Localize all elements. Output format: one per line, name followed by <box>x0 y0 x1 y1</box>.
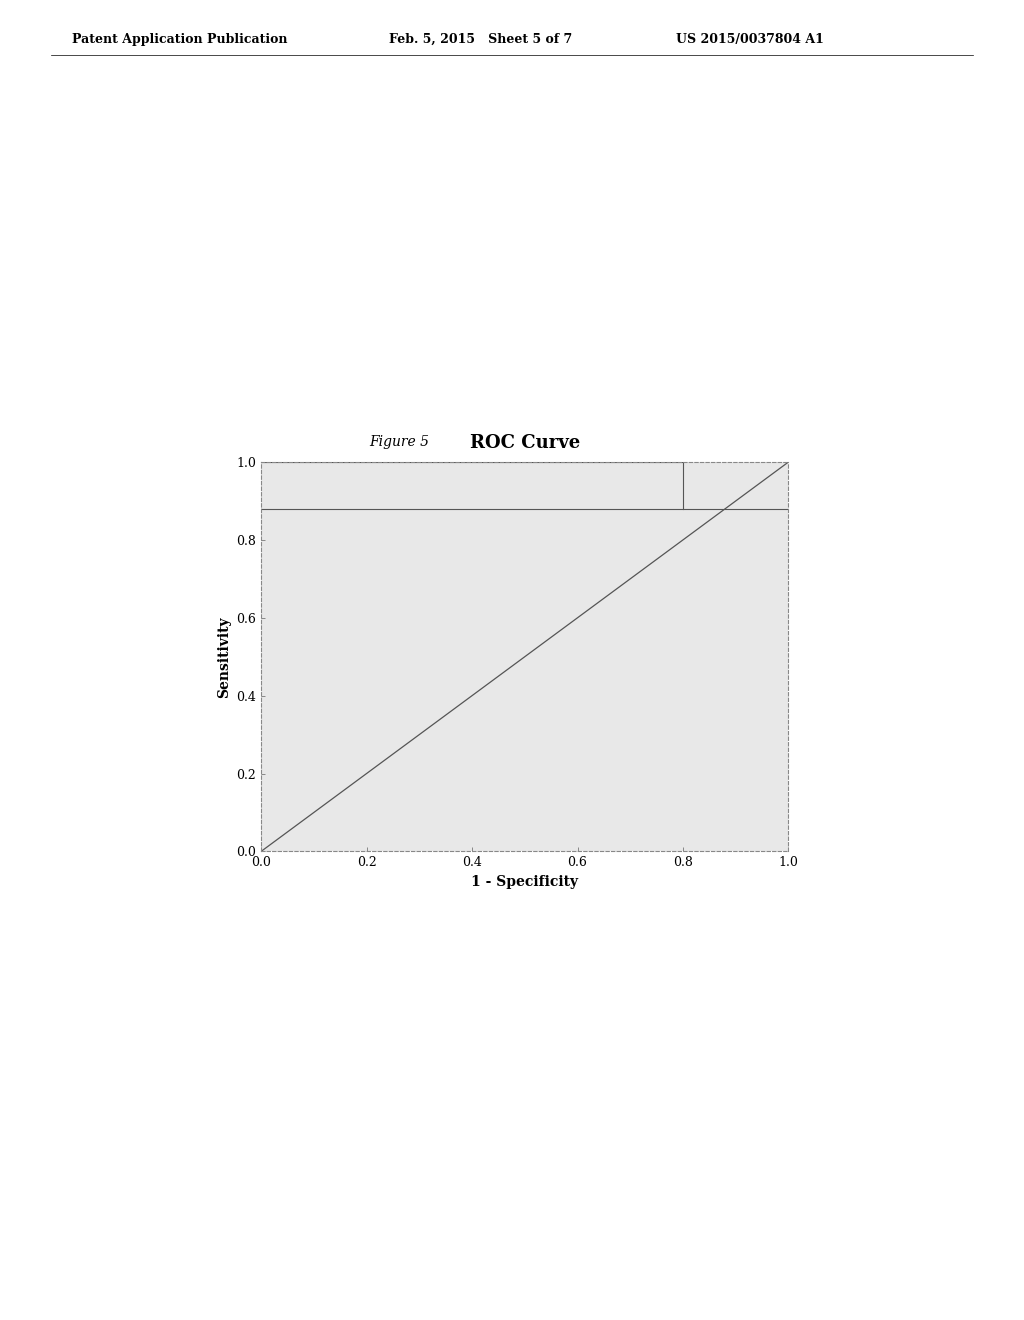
Text: Patent Application Publication: Patent Application Publication <box>72 33 287 46</box>
Y-axis label: Sensitivity: Sensitivity <box>217 616 230 697</box>
Text: US 2015/0037804 A1: US 2015/0037804 A1 <box>676 33 823 46</box>
X-axis label: 1 - Specificity: 1 - Specificity <box>471 875 579 888</box>
Title: ROC Curve: ROC Curve <box>470 434 580 453</box>
Text: Feb. 5, 2015   Sheet 5 of 7: Feb. 5, 2015 Sheet 5 of 7 <box>389 33 572 46</box>
Text: Figure 5: Figure 5 <box>370 436 429 449</box>
